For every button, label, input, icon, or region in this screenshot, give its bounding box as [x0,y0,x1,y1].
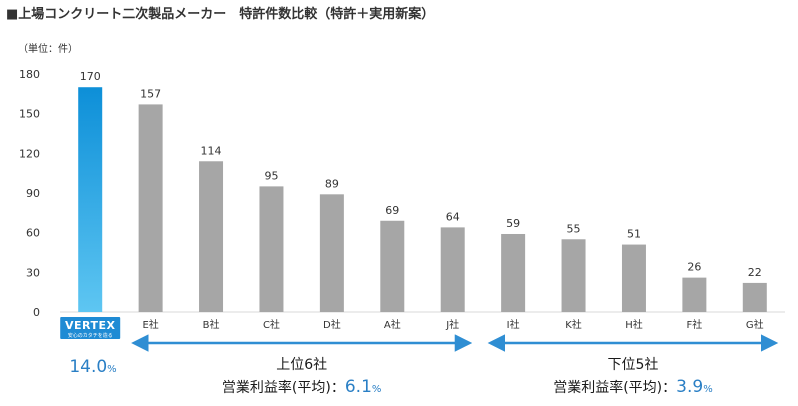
unit-label: （単位：件） [18,42,78,55]
chart-title: ■上場コンクリート二次製品メーカー 特許件数比較（特許＋実用新案） [6,6,434,22]
value-label: 64 [446,210,460,223]
logo-name: VERTEX [65,319,116,332]
bottom-group-margin: 営業利益率(平均)：3.9% [553,377,713,397]
category-label: G社 [746,318,764,331]
bar-series [78,87,767,313]
category-label: D社 [323,318,341,331]
value-label: 89 [325,177,339,190]
category-label: C社 [263,318,280,331]
top-group-margin: 営業利益率(平均)：6.1% [222,377,382,397]
top-group-label: 上位6社 [276,357,327,373]
bar [138,104,163,313]
category-label: H社 [625,318,643,331]
bar [259,186,284,312]
bar [742,282,767,312]
category-label: K社 [565,318,582,331]
value-label: 22 [748,266,762,279]
bar [319,194,344,312]
category-label: E社 [142,318,158,331]
value-label: 170 [80,70,101,83]
category-label: F社 [686,318,702,331]
bar [380,220,405,312]
bar [621,244,646,312]
y-tick-label: 180 [19,68,40,81]
y-tick-label: 30 [26,266,40,279]
category-label: A社 [384,318,401,331]
bar [501,233,526,312]
y-tick-label: 90 [26,187,40,200]
y-tick-label: 120 [19,147,40,160]
value-label: 69 [385,204,399,217]
category-label: B社 [203,318,220,331]
y-tick-label: 0 [33,306,40,319]
bar [682,277,707,312]
value-label: 157 [140,87,161,100]
value-label: 114 [201,144,222,157]
bar [440,227,465,312]
category-label: I社 [507,318,520,331]
category-labels: E社 B社 C社 D社 A社 J社 I社 K社 H社 F社 G社 [142,318,763,331]
bar [561,239,586,312]
logo-tagline: 安心のカタチを造る [68,332,113,339]
value-label: 59 [506,217,520,230]
bar-vertex [78,87,103,312]
value-label: 26 [687,261,701,274]
bar [199,161,224,312]
value-labels: 170 157 114 95 89 69 64 59 55 51 26 22 [80,70,762,279]
vertex-margin: 14.0% [69,357,116,377]
y-tick-label: 60 [26,227,40,240]
vertex-logo: VERTEX 安心のカタチを造る [60,317,121,339]
y-axis: 0 30 60 90 120 150 180 [19,68,785,319]
y-tick-label: 150 [19,108,40,121]
value-label: 55 [567,222,581,235]
bottom-group-label: 下位5社 [607,357,658,373]
value-label: 51 [627,228,641,241]
category-label: J社 [445,318,459,331]
value-label: 95 [264,169,278,182]
